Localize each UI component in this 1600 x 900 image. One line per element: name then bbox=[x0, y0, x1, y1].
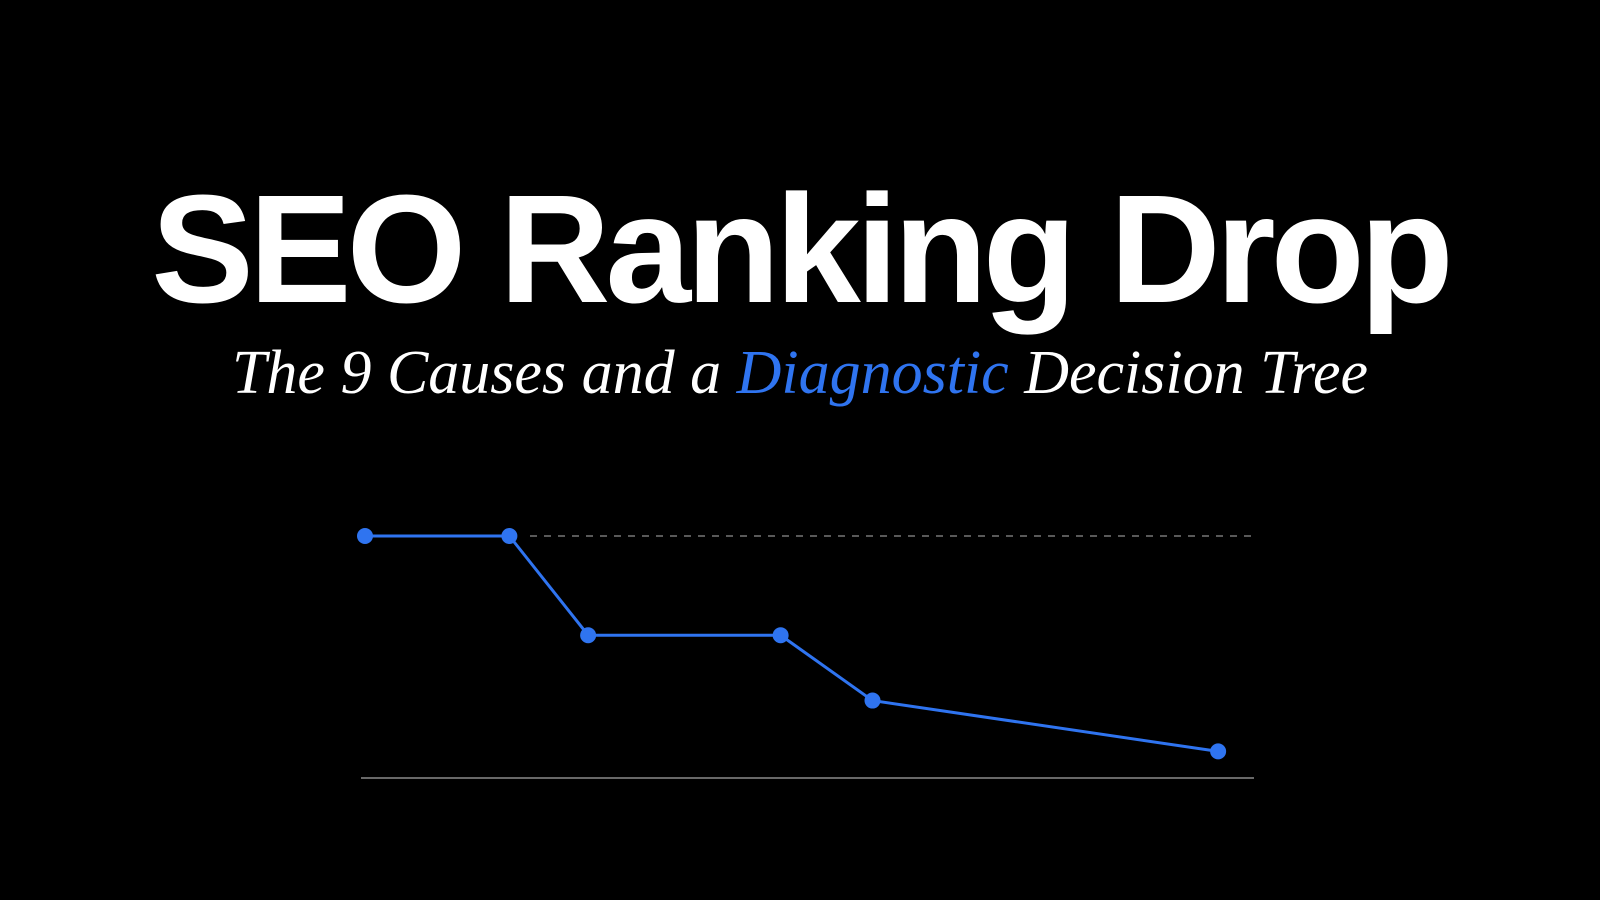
subtitle: The 9 Causes and a Diagnostic Decision T… bbox=[0, 342, 1600, 404]
series-line bbox=[365, 534, 1219, 753]
headline: SEO Ranking Drop bbox=[151, 163, 1454, 335]
data-points bbox=[357, 528, 1227, 760]
subtitle-text-after: Decision Tree bbox=[1008, 339, 1369, 407]
data-point-5 bbox=[864, 692, 881, 709]
subtitle-highlight: Diagnostic bbox=[736, 339, 1009, 407]
subtitle-text-before: The 9 Causes and a bbox=[231, 339, 737, 407]
data-point-3 bbox=[580, 627, 597, 644]
data-point-2 bbox=[501, 528, 518, 544]
data-point-1 bbox=[357, 528, 373, 544]
data-point-4 bbox=[772, 627, 789, 644]
data-point-6 bbox=[1210, 743, 1227, 760]
